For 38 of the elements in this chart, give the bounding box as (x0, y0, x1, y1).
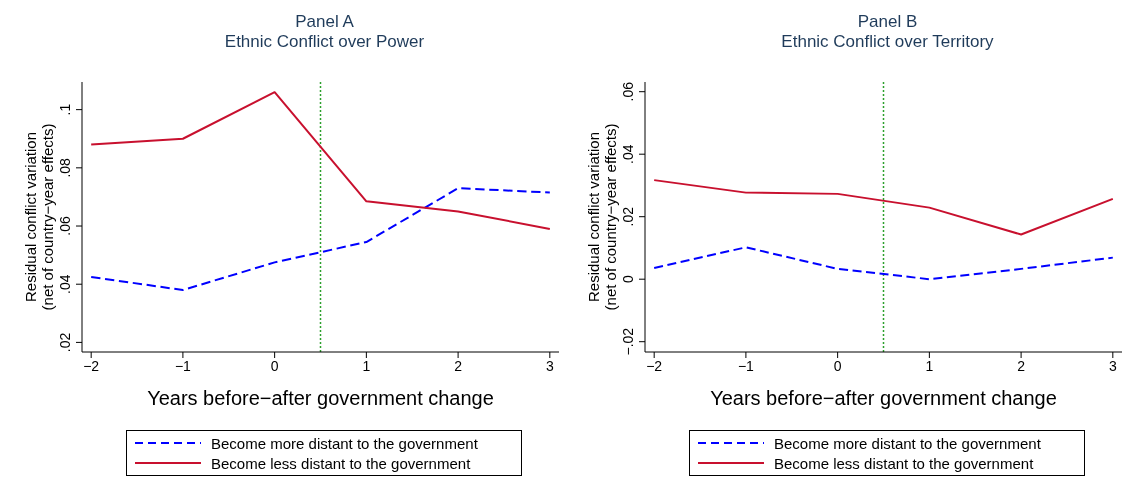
x-tick-label: −1 (174, 357, 192, 374)
y-tick-label: .08 (57, 157, 73, 178)
chart-subtitle: Ethnic Conflict over Power (223, 32, 426, 52)
x-tick-label: 0 (270, 357, 279, 374)
x-tick-label: 1 (925, 357, 934, 374)
y-tick-label: .02 (620, 206, 636, 227)
x-tick-label: −2 (646, 357, 663, 374)
y-tick-label: .04 (620, 144, 636, 164)
y-tick-label: .04 (57, 274, 73, 294)
x-axis-title: Years before−after government change (147, 387, 494, 409)
chart-title: Panel B (856, 12, 919, 32)
x-tick-label: 3 (1108, 357, 1117, 374)
chart-title: Panel A (294, 12, 355, 32)
chart-subtitle: Ethnic Conflict over Territory (780, 32, 995, 52)
y-tick-label: .02 (57, 332, 73, 353)
line-series (653, 246, 1114, 281)
line-series (90, 187, 551, 292)
legend-label: Become less distant to the government (774, 454, 1034, 472)
x-axis-title: Years before−after government change (710, 387, 1057, 409)
legend-label: Become more distant to the government (211, 434, 478, 452)
x-tick-label: 3 (545, 357, 554, 374)
legend-label: Become more distant to the government (774, 434, 1041, 452)
legend-label: Become less distant to the government (211, 454, 471, 472)
y-tick-label: .06 (57, 216, 73, 236)
y-tick-label: −.02 (620, 327, 636, 356)
x-tick-label: 2 (454, 357, 463, 374)
line-series (653, 179, 1114, 236)
line-series (90, 91, 551, 230)
y-tick-label: .06 (620, 81, 636, 102)
y-axis-title: Residual conflict variation (net of country−year effects) (22, 123, 56, 311)
x-tick-label: 2 (1017, 357, 1026, 374)
x-tick-label: 0 (833, 357, 842, 374)
y-tick-label: 0 (620, 275, 636, 284)
y-tick-label: .1 (57, 103, 73, 116)
x-tick-label: −1 (737, 357, 755, 374)
y-axis-title: Residual conflict variation (net of country−year effects) (585, 123, 619, 311)
x-tick-label: −2 (83, 357, 100, 374)
x-tick-label: 1 (362, 357, 371, 374)
